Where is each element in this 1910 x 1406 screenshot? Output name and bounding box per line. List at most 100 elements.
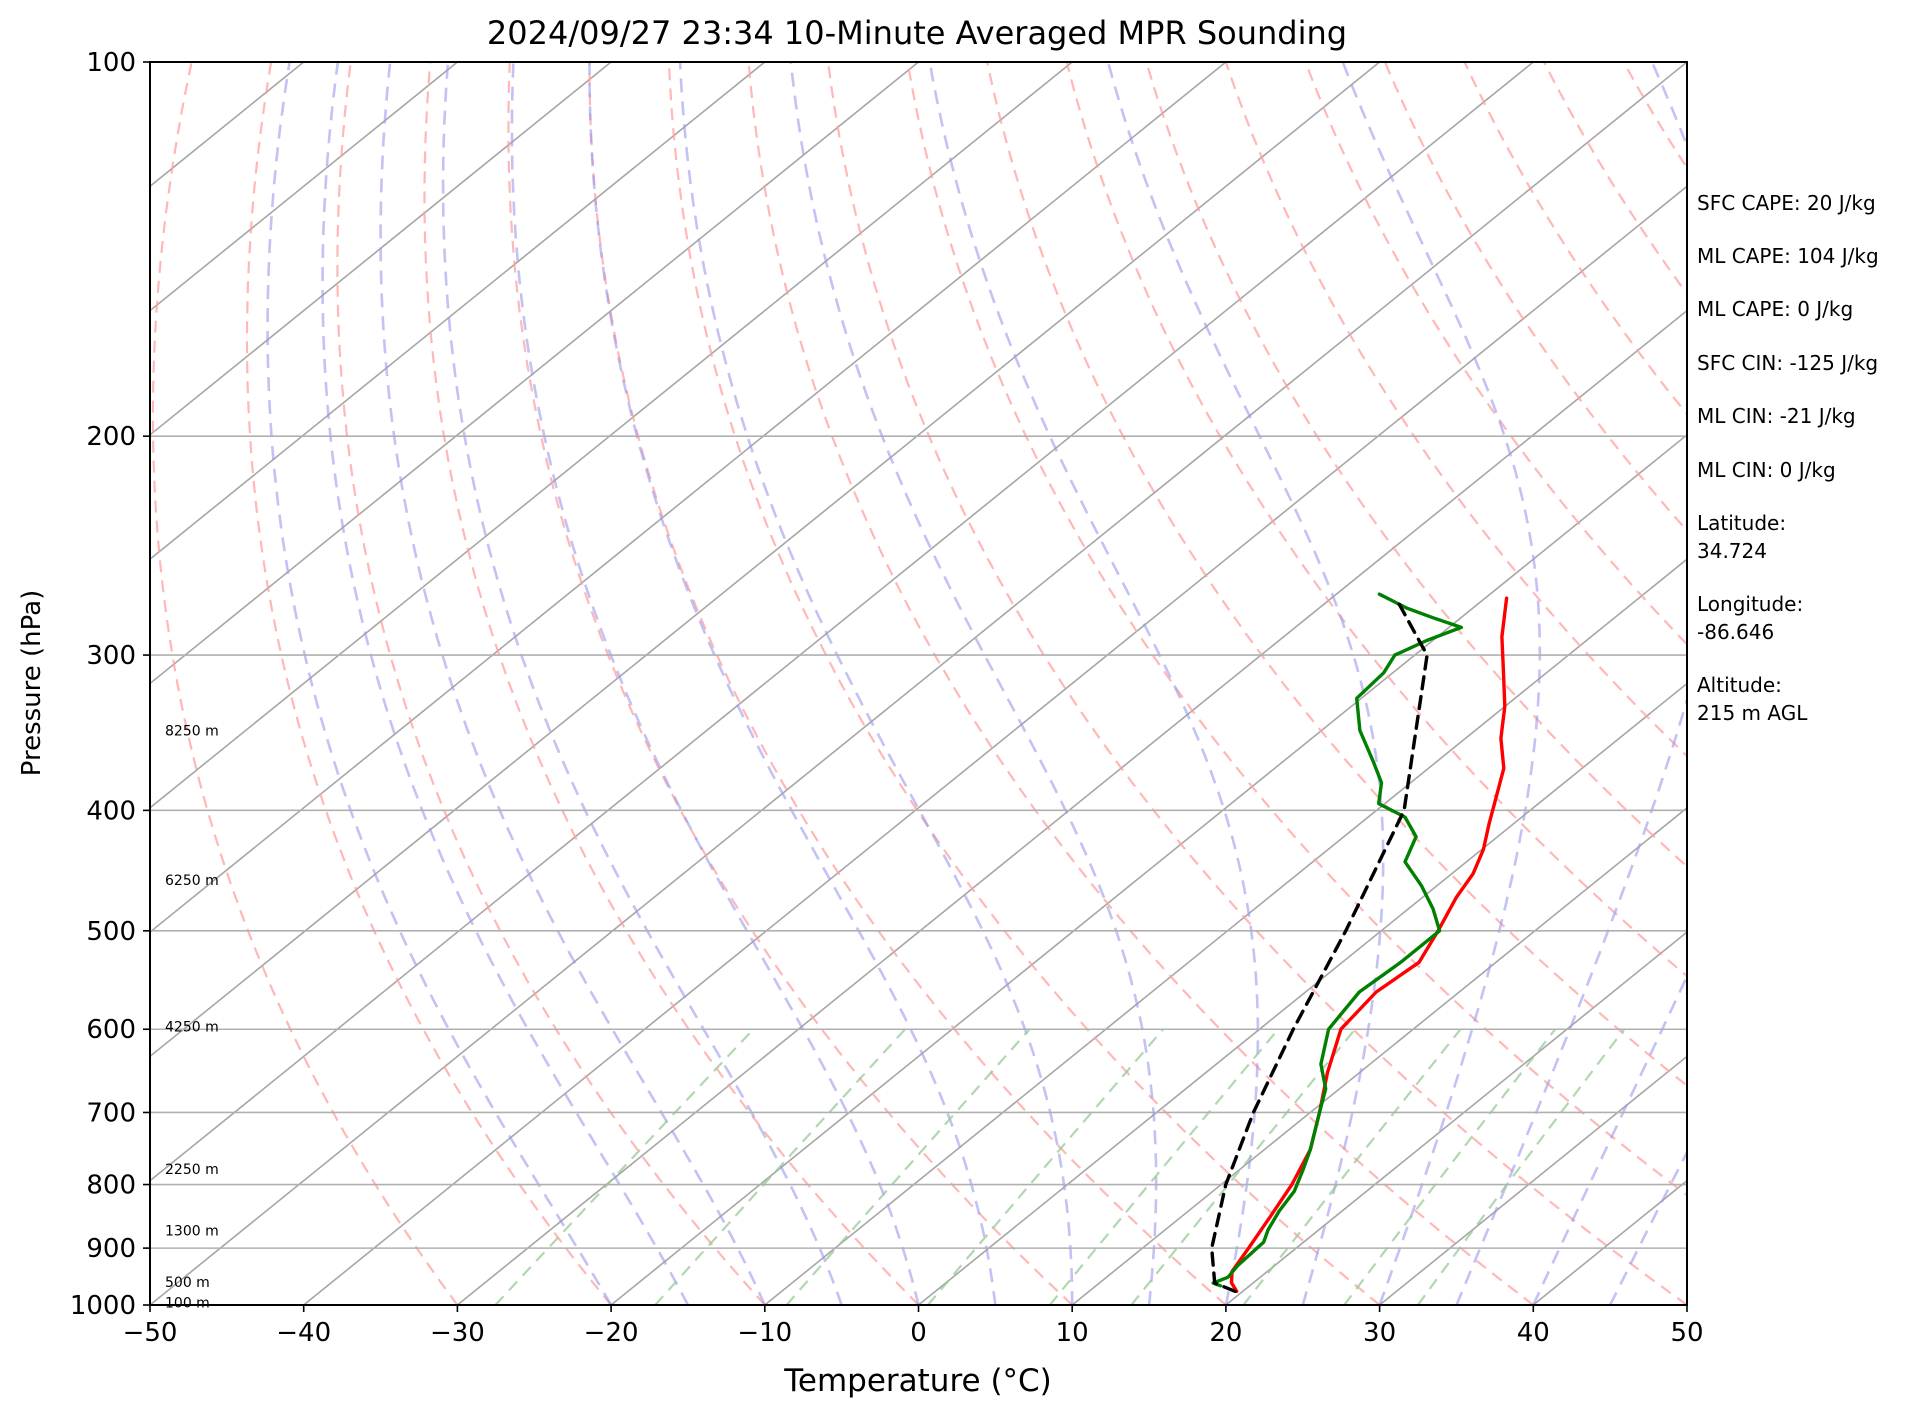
mixing-ratio-line bbox=[1417, 1028, 1626, 1305]
mixing-ratio-line bbox=[1343, 1028, 1557, 1305]
x-tick-label: 0 bbox=[910, 1318, 927, 1348]
height-label: 100 m bbox=[165, 1295, 210, 1311]
x-tick-label: 40 bbox=[1517, 1318, 1550, 1348]
x-tick-label: 10 bbox=[1056, 1318, 1089, 1348]
x-tick-label: 20 bbox=[1209, 1318, 1242, 1348]
moist-adiabat-line bbox=[789, 62, 1158, 1305]
isotherm-line bbox=[1379, 1055, 1687, 1305]
annotation-text: -86.646 bbox=[1697, 620, 1774, 644]
y-axis-ticks: 100 200 300 400 500 600 700 800 900 1000 bbox=[70, 48, 150, 1321]
height-label: 2250 m bbox=[165, 1162, 219, 1178]
isotherm-line bbox=[303, 185, 1687, 1305]
dry-adiabat-line bbox=[1065, 62, 1687, 978]
y-axis-label: Pressure (hPa) bbox=[17, 590, 47, 777]
sounding-annotations: SFC CAPE: 20 J/kg ML CAPE: 104 J/kg ML CAP… bbox=[1697, 191, 1879, 725]
y-tick-label: 200 bbox=[86, 422, 136, 452]
x-tick-label: −20 bbox=[584, 1318, 639, 1348]
x-axis-ticks: −50 −40 −30 −20 −10 0 10 20 30 40 50 bbox=[123, 1305, 1704, 1348]
x-tick-label: −40 bbox=[276, 1318, 331, 1348]
dry-adiabat-line bbox=[588, 62, 1227, 1305]
isotherm-line bbox=[150, 62, 1687, 1305]
y-tick-label: 700 bbox=[86, 1098, 136, 1128]
moist-adiabat-line bbox=[588, 62, 997, 1305]
y-tick-label: 600 bbox=[86, 1015, 136, 1045]
height-label: 500 m bbox=[165, 1275, 210, 1291]
dry-adiabat-line bbox=[826, 62, 1687, 1305]
moist-adiabat-line bbox=[1341, 62, 1542, 1305]
dry-adiabat-line bbox=[1304, 62, 1687, 646]
moist-adiabat-line bbox=[379, 62, 766, 1305]
dry-adiabat-line bbox=[1224, 62, 1687, 758]
isotherm-line bbox=[610, 433, 1687, 1305]
isotherm-line bbox=[1071, 806, 1687, 1305]
x-tick-label: −10 bbox=[737, 1318, 792, 1348]
annotation-text: ML CIN: 0 J/kg bbox=[1697, 458, 1836, 482]
moist-adiabat-line bbox=[678, 62, 1074, 1305]
annotation-text: ML CAPE: 104 J/kg bbox=[1697, 244, 1879, 268]
annotation-text: ML CIN: -21 J/kg bbox=[1697, 404, 1856, 428]
annotation-text: 215 m AGL bbox=[1697, 701, 1808, 725]
dry-adiabat-line bbox=[245, 62, 612, 1305]
isotherm-line bbox=[150, 62, 612, 436]
moist-adiabat-line bbox=[1106, 62, 1385, 1305]
isotherm-line bbox=[456, 309, 1687, 1305]
height-labels: 8250 m 6250 m 4250 m 2250 m 1300 m 500 m 100 m bbox=[165, 724, 219, 1312]
temperature-trace bbox=[1229, 596, 1509, 1294]
isotherm-line bbox=[150, 62, 1381, 1058]
isotherm-line bbox=[150, 62, 920, 685]
moist-adiabat-line bbox=[441, 62, 843, 1305]
y-tick-label: 300 bbox=[86, 641, 136, 671]
dry-adiabat-line bbox=[1463, 62, 1687, 416]
mixing-ratio-line bbox=[494, 1028, 755, 1305]
isotherm-line bbox=[917, 682, 1687, 1305]
height-label: 8250 m bbox=[165, 724, 219, 740]
y-tick-label: 400 bbox=[86, 796, 136, 826]
isotherm-line bbox=[764, 558, 1687, 1305]
dry-adiabat-line bbox=[507, 62, 1073, 1305]
isotherm-line bbox=[150, 62, 1073, 809]
annotation-text: SFC CIN: -125 J/kg bbox=[1697, 351, 1878, 375]
moist-adiabat-line bbox=[266, 62, 613, 1305]
dry-adiabat-line bbox=[151, 62, 459, 1305]
mixing-ratio-line bbox=[927, 1028, 1165, 1305]
sounding-traces bbox=[1209, 592, 1509, 1294]
annotation-text: SFC CAPE: 20 J/kg bbox=[1697, 191, 1876, 215]
annotation-text: 34.724 bbox=[1697, 539, 1767, 563]
background-lines bbox=[150, 62, 1687, 1305]
annotation-text: ML CAPE: 0 J/kg bbox=[1697, 297, 1853, 321]
y-tick-label: 900 bbox=[86, 1234, 136, 1264]
y-tick-label: 100 bbox=[86, 48, 136, 78]
dry-adiabat-line bbox=[986, 62, 1687, 1088]
dry-adiabat-line bbox=[423, 62, 920, 1305]
dry-adiabat-line bbox=[1543, 62, 1687, 296]
height-label: 1300 m bbox=[165, 1223, 219, 1239]
dewpoint-trace bbox=[1211, 592, 1464, 1288]
x-tick-label: −30 bbox=[430, 1318, 485, 1348]
x-tick-label: 50 bbox=[1670, 1318, 1703, 1348]
annotation-text: Longitude: bbox=[1697, 592, 1803, 616]
isotherm-line bbox=[150, 62, 1534, 1182]
x-tick-label: 30 bbox=[1363, 1318, 1396, 1348]
annotation-text: Altitude: bbox=[1697, 673, 1782, 697]
mixing-ratio-line bbox=[785, 1028, 1031, 1305]
isotherm-line bbox=[150, 62, 766, 561]
y-tick-label: 500 bbox=[86, 917, 136, 947]
annotation-text: Latitude: bbox=[1697, 511, 1786, 535]
chart-title: 2024/09/27 23:34 10-Minute Averaged MPR … bbox=[487, 14, 1347, 52]
height-label: 6250 m bbox=[165, 873, 219, 889]
moist-adiabat-line bbox=[928, 62, 1260, 1305]
parcel-trace bbox=[1209, 596, 1429, 1294]
height-label: 4250 m bbox=[165, 1020, 219, 1036]
dry-adiabat-line bbox=[906, 62, 1687, 1197]
dry-adiabat-line bbox=[747, 62, 1534, 1305]
mixing-ratio-line bbox=[654, 1028, 906, 1305]
y-tick-label: 1000 bbox=[70, 1291, 136, 1321]
x-tick-label: −50 bbox=[123, 1318, 178, 1348]
moist-adiabat-line bbox=[321, 62, 690, 1305]
x-axis-label: Temperature (°C) bbox=[783, 1363, 1052, 1399]
moist-adiabat-line bbox=[510, 62, 920, 1305]
isotherm-line bbox=[1225, 931, 1687, 1305]
isotherm-line bbox=[150, 62, 458, 312]
isotherm-line bbox=[150, 62, 1227, 934]
